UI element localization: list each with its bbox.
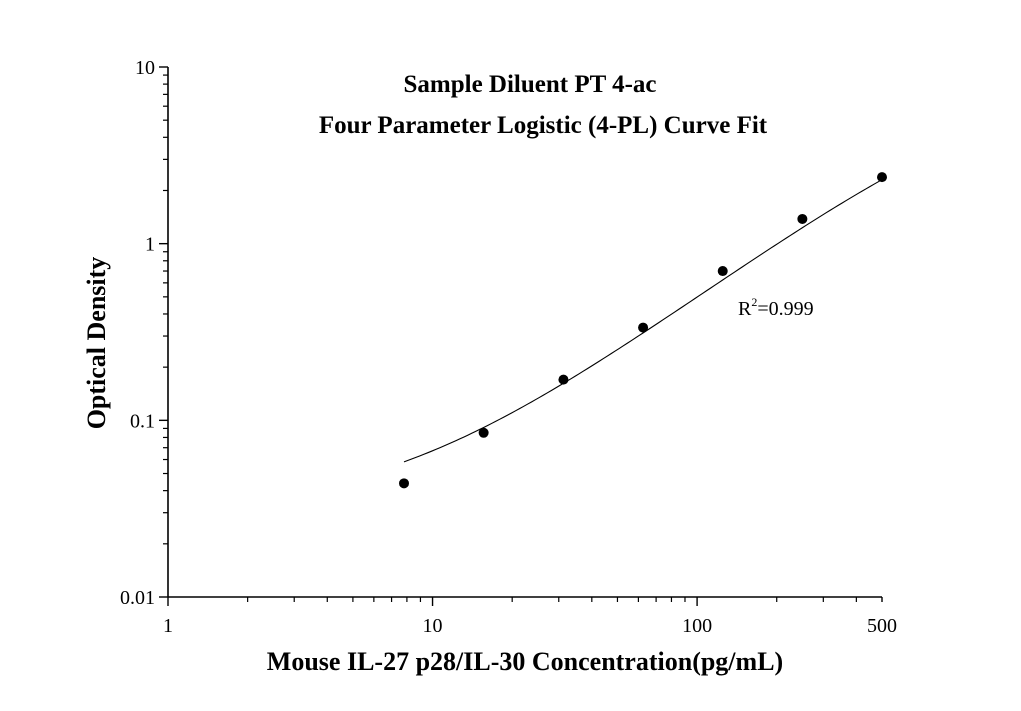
fit-curve <box>403 179 883 463</box>
x-axis-label: Mouse IL-27 p28/IL-30 Concentration(pg/m… <box>267 647 783 676</box>
chart-subtitle: Four Parameter Logistic (4-PL) Curve Fit <box>319 112 768 139</box>
r-squared-superscript: 2 <box>751 295 757 309</box>
data-points <box>398 172 887 489</box>
x-tick-label: 10 <box>423 615 443 637</box>
y-tick-label: 0.01 <box>120 587 155 609</box>
r-squared-annotation: R2=0.999 <box>738 295 814 320</box>
x-tick-label: 500 <box>867 615 897 637</box>
y-tick-label: 10 <box>135 57 155 79</box>
r-squared-value: =0.999 <box>757 298 813 320</box>
y-tick-label: 0.1 <box>130 410 155 432</box>
data-point <box>797 213 808 224</box>
x-tick-label: 1 <box>163 615 173 637</box>
data-point <box>877 172 887 183</box>
data-point <box>478 427 489 438</box>
fit-curve-layer <box>403 179 883 463</box>
data-point <box>717 266 728 277</box>
y-tick-label: 1 <box>145 234 155 256</box>
y-axis-label: Optical Density <box>82 257 111 430</box>
x-tick-label: 100 <box>682 615 712 637</box>
axis-ticks: 0.01 0.1 1 10 1 10 100 500 <box>120 57 897 637</box>
data-point <box>558 374 569 385</box>
r-squared-base: R <box>738 298 752 320</box>
axes <box>167 67 882 598</box>
data-point <box>638 322 649 333</box>
data-point <box>398 478 409 489</box>
chart-title: Sample Diluent PT 4-ac <box>403 71 656 98</box>
